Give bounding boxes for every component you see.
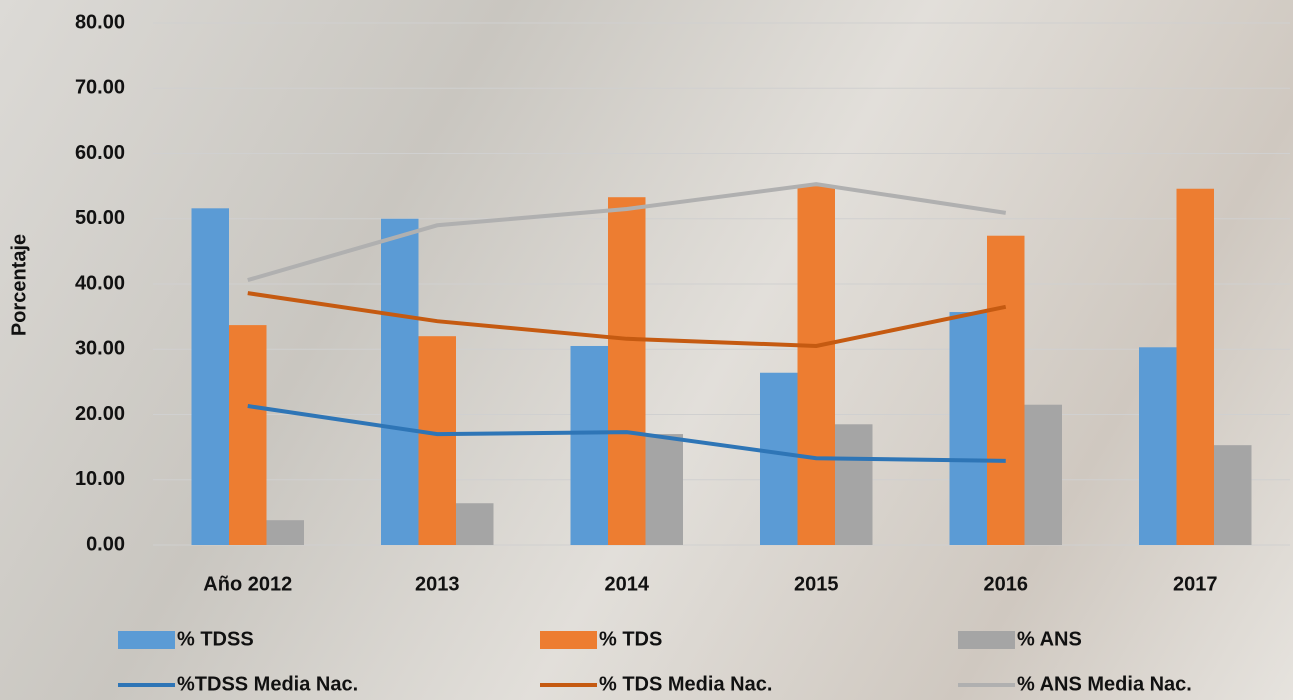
bar <box>646 434 684 545</box>
legend-label: % ANS <box>1017 628 1082 650</box>
bar <box>835 424 873 545</box>
bar <box>192 208 230 545</box>
bar <box>229 325 267 545</box>
x-tick-label: 2014 <box>605 573 650 595</box>
y-tick-label: 40.00 <box>75 272 125 294</box>
y-tick-label: 10.00 <box>75 468 125 490</box>
bar <box>798 186 836 545</box>
y-tick-label: 0.00 <box>86 533 125 555</box>
bar <box>987 236 1025 545</box>
y-tick-label: 70.00 <box>75 77 125 99</box>
bar <box>267 520 305 545</box>
x-tick-label: 2013 <box>415 573 460 595</box>
bar <box>1139 347 1177 545</box>
legend-swatch <box>540 631 597 649</box>
bar <box>419 336 457 545</box>
bar <box>571 346 609 545</box>
bar <box>1214 445 1252 545</box>
bar <box>608 197 646 545</box>
chart: Porcentaje 0.00 10.00 20.00 30.00 40.00 50.00… <box>0 0 1293 700</box>
y-tick-label: 30.00 <box>75 338 125 360</box>
y-tick-label: 80.00 <box>75 11 125 33</box>
bar <box>760 373 798 545</box>
x-tick-label: 2016 <box>984 573 1029 595</box>
legend-label: %TDSS Media Nac. <box>177 673 358 695</box>
legend-swatch <box>118 631 175 649</box>
x-tick-label: 2015 <box>794 573 839 595</box>
y-tick-label: 60.00 <box>75 142 125 164</box>
bar <box>1177 189 1215 545</box>
x-tick-label: Año 2012 <box>203 573 292 595</box>
bar <box>381 219 419 545</box>
legend-label: % TDS Media Nac. <box>599 673 772 695</box>
legend-label: % TDSS <box>177 628 254 650</box>
y-axis-label: Porcentaje <box>8 234 30 336</box>
legend-label: % ANS Media Nac. <box>1017 673 1192 695</box>
y-tick-label: 20.00 <box>75 403 125 425</box>
y-tick-label: 50.00 <box>75 207 125 229</box>
bar <box>456 503 494 545</box>
x-tick-label: 2017 <box>1173 573 1218 595</box>
legend-swatch <box>958 631 1015 649</box>
bar <box>1025 405 1063 545</box>
bar <box>950 312 988 545</box>
legend-label: % TDS <box>599 628 662 650</box>
